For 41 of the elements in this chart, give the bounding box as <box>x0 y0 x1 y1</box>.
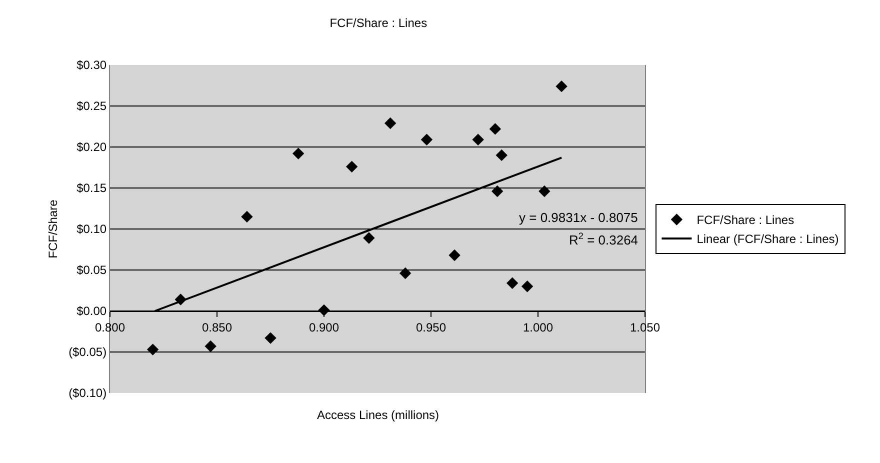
point <box>146 344 159 356</box>
y-tick-label: $0.10 <box>76 222 107 236</box>
point <box>399 267 412 280</box>
point <box>506 277 518 289</box>
point <box>292 148 304 160</box>
x-axis-title: Access Lines (millions) <box>317 408 440 422</box>
legend-label: Linear (FCF/Share : Lines) <box>696 232 839 246</box>
annotation: y = 0.9831x - 0.8075 <box>519 210 638 225</box>
x-tick-label: 0.950 <box>416 320 446 334</box>
x-tick-label: 0.900 <box>308 320 340 334</box>
annotation: R$^{2}$ = 0.3264 <box>569 231 638 248</box>
point <box>346 160 358 173</box>
x-tick-label: 1.050 <box>630 320 660 334</box>
chart-title: FCF/Share : Lines <box>330 16 428 30</box>
point <box>556 80 568 92</box>
x-tick-label: 1.000 <box>522 320 554 334</box>
x-tick-label: 0.800 <box>94 320 126 334</box>
y-axis-title: FCF/Share <box>46 199 60 258</box>
point <box>491 185 504 198</box>
legend-label: FCF/Share : Lines <box>696 213 794 228</box>
y-tick-label: $0.25 <box>76 99 107 114</box>
point <box>264 332 276 344</box>
point <box>448 249 460 262</box>
point <box>241 210 253 223</box>
y-tick-label: $0.15 <box>76 181 107 196</box>
y-tick-label: ($0.10) <box>68 386 107 400</box>
point <box>420 134 433 146</box>
y-tick-label: $0.20 <box>76 140 107 154</box>
point <box>521 280 534 292</box>
y-tick-label: $0.05 <box>76 263 107 278</box>
point <box>204 340 216 352</box>
y-tick-label: $0.00 <box>76 304 107 318</box>
point <box>496 149 508 162</box>
y-tick-label: ($0.05) <box>68 345 107 360</box>
point <box>538 185 550 198</box>
x-tick-label: 0.850 <box>202 320 232 334</box>
y-tick-label: $0.30 <box>76 58 107 72</box>
point <box>472 134 484 146</box>
point <box>489 123 502 135</box>
point <box>384 117 396 130</box>
point <box>363 232 375 244</box>
